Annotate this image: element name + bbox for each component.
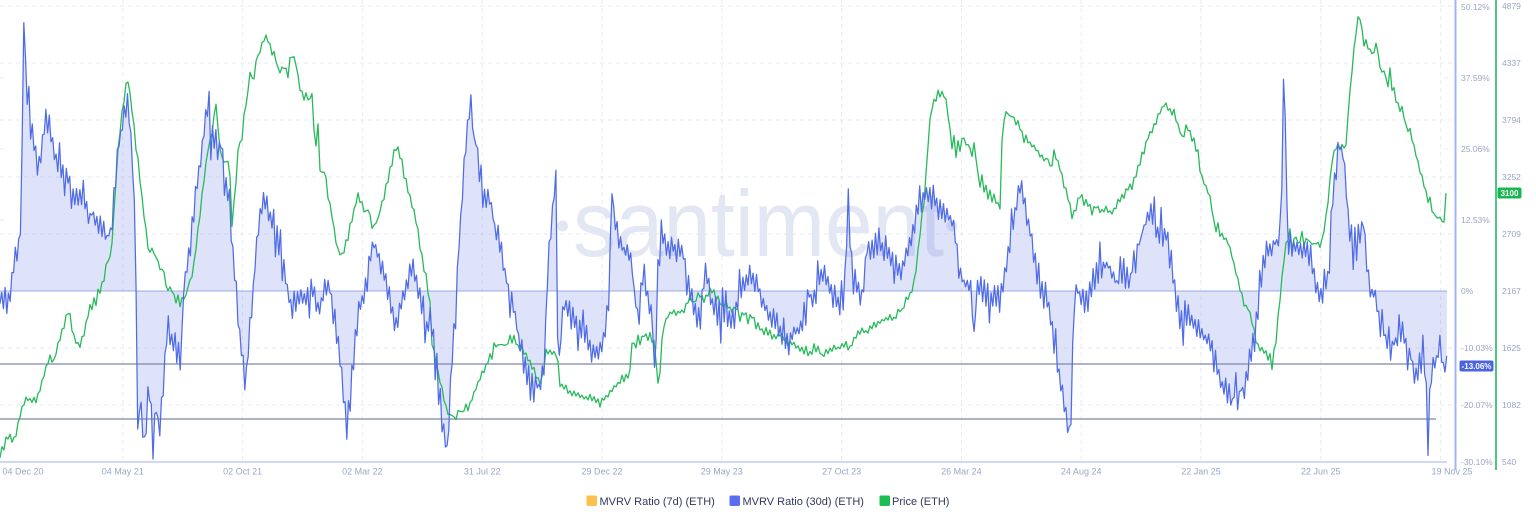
svg-text:29 May 23: 29 May 23 xyxy=(701,467,743,477)
svg-text:26 Mar 24: 26 Mar 24 xyxy=(941,467,982,477)
svg-text:4879: 4879 xyxy=(1502,1,1521,11)
svg-text:22 Jan 25: 22 Jan 25 xyxy=(1181,467,1221,477)
svg-text:19 Nov 25: 19 Nov 25 xyxy=(1431,467,1472,477)
svg-text:04 May 21: 04 May 21 xyxy=(102,467,144,477)
svg-text:Price (ETH): Price (ETH) xyxy=(892,496,949,508)
svg-text:-20.07%: -20.07% xyxy=(1461,400,1493,410)
svg-text:-10.03%: -10.03% xyxy=(1461,343,1493,353)
svg-text:3794: 3794 xyxy=(1502,115,1521,125)
svg-text:50.12%: 50.12% xyxy=(1461,2,1490,12)
svg-text:25.06%: 25.06% xyxy=(1461,144,1490,154)
svg-text:4337: 4337 xyxy=(1502,58,1521,68)
svg-text:santiment: santiment xyxy=(573,171,944,276)
svg-text:3100: 3100 xyxy=(1501,189,1519,198)
svg-text:02 Mar 22: 02 Mar 22 xyxy=(342,467,383,477)
svg-text:27 Oct 23: 27 Oct 23 xyxy=(822,467,861,477)
svg-text:29 Dec 22: 29 Dec 22 xyxy=(581,467,622,477)
svg-text:MVRV Ratio (7d) (ETH): MVRV Ratio (7d) (ETH) xyxy=(600,496,715,508)
svg-text:04 Dec 20: 04 Dec 20 xyxy=(2,467,43,477)
svg-text:-13.06%: -13.06% xyxy=(1462,362,1492,371)
svg-text:31 Jul 22: 31 Jul 22 xyxy=(464,467,501,477)
svg-text:0%: 0% xyxy=(1461,286,1474,296)
svg-text:2709: 2709 xyxy=(1502,229,1521,239)
svg-text:1625: 1625 xyxy=(1502,343,1521,353)
svg-text:MVRV Ratio (30d) (ETH): MVRV Ratio (30d) (ETH) xyxy=(743,496,864,508)
svg-text:37.59%: 37.59% xyxy=(1461,73,1490,83)
svg-text:24 Aug 24: 24 Aug 24 xyxy=(1061,467,1102,477)
svg-text:22 Jun 25: 22 Jun 25 xyxy=(1301,467,1341,477)
svg-text:3252: 3252 xyxy=(1502,172,1521,182)
svg-text:1082: 1082 xyxy=(1502,400,1521,410)
svg-text:12.53%: 12.53% xyxy=(1461,215,1490,225)
svg-text:2167: 2167 xyxy=(1502,286,1521,296)
svg-text:540: 540 xyxy=(1502,457,1516,467)
svg-text:02 Oct 21: 02 Oct 21 xyxy=(223,467,262,477)
svg-text:-30.10%: -30.10% xyxy=(1461,457,1493,467)
